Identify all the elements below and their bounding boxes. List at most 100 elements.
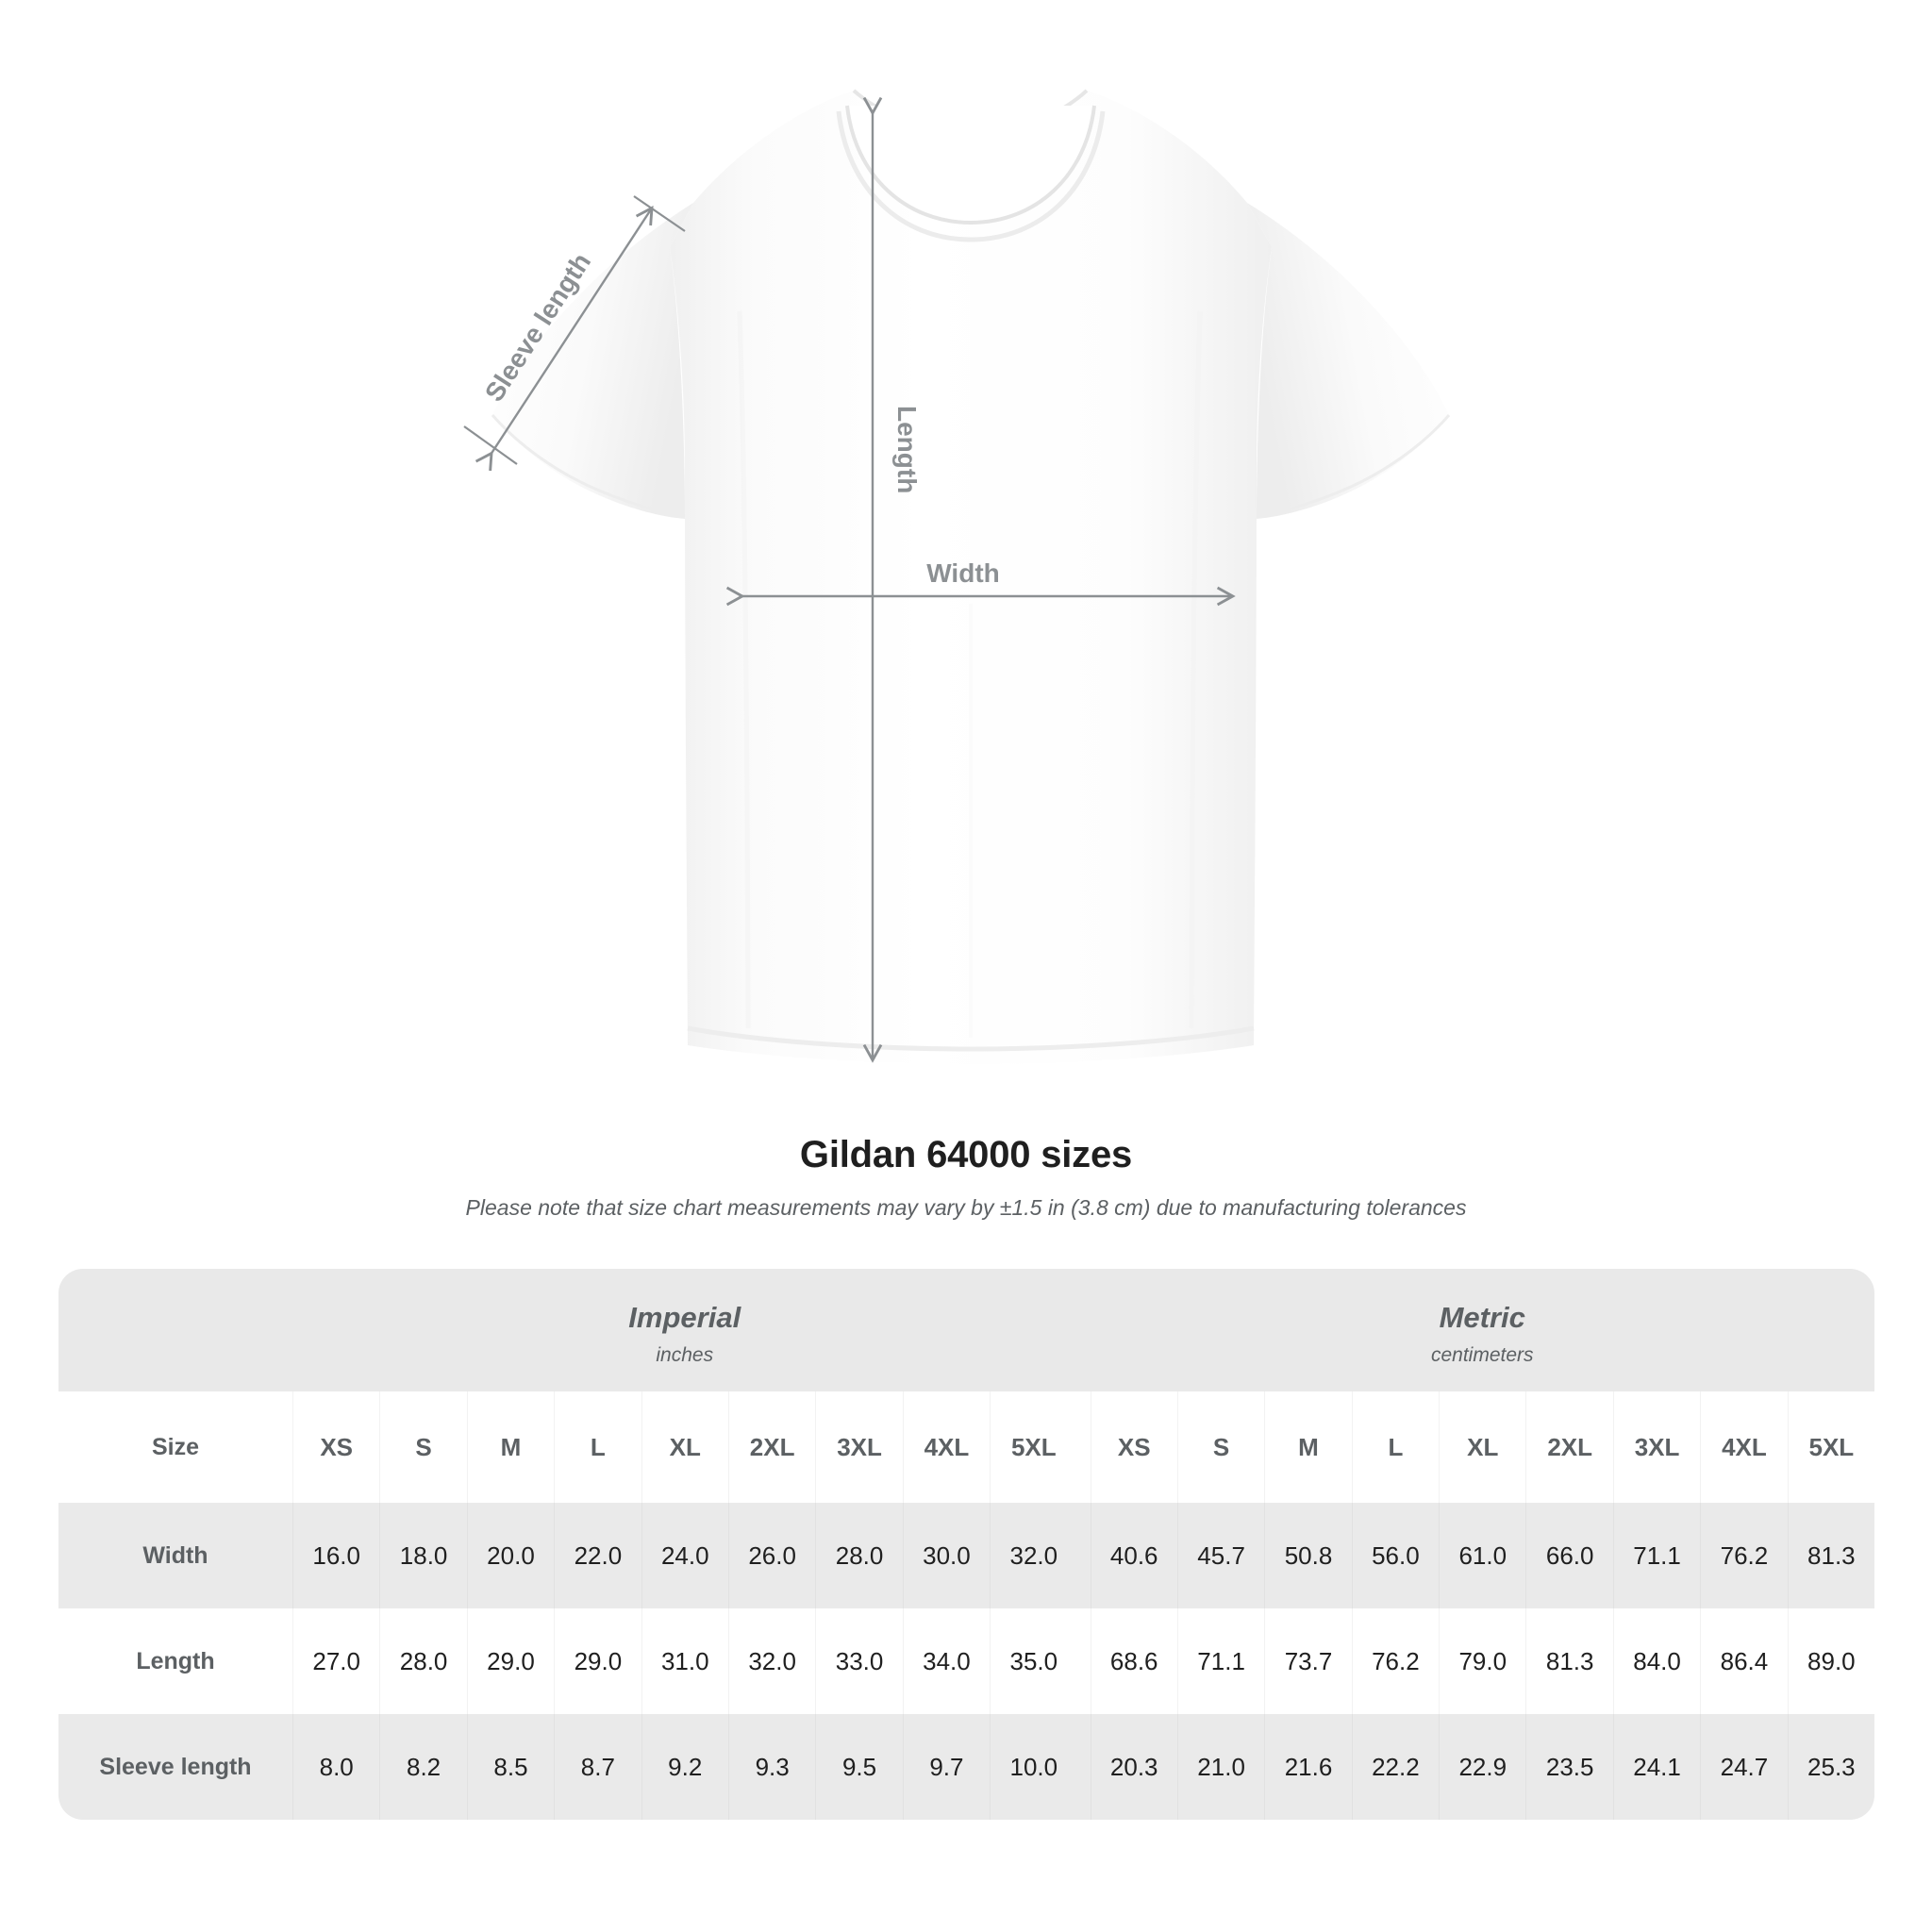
cell-imperial-sleeve-length-3xl: 9.5 <box>815 1714 902 1820</box>
cell-metric-width-l: 56.0 <box>1351 1503 1439 1608</box>
cell-metric-width-xs: 40.6 <box>1090 1503 1177 1608</box>
cell-imperial-length-xl: 31.0 <box>641 1608 728 1714</box>
cell-imperial-length-m: 29.0 <box>466 1608 554 1714</box>
row-label-length: Length <box>136 1647 215 1674</box>
cell-metric-length-m: 73.7 <box>1264 1608 1351 1714</box>
tolerance-note: Please note that size chart measurements… <box>465 1195 1467 1220</box>
table-row: Length 27.0 28.0 29.0 29.0 31.0 32.0 33.0 34.0 35… <box>58 1608 1874 1714</box>
column-header-metric-xs: XS <box>1090 1391 1177 1503</box>
cell-metric-width-xl: 61.0 <box>1439 1503 1525 1608</box>
right-sleeve <box>1247 203 1451 519</box>
hem-line <box>687 1025 1255 1052</box>
size-grid: Size XS S M L XL 2XL 3XL 4XL 5XL XS S M L XL 2XL 3XL 4XL 5… <box>58 1391 1874 1820</box>
cell-imperial-width-4xl: 30.0 <box>902 1503 990 1608</box>
cell-metric-sleeve-length-4xl: 24.7 <box>1700 1714 1787 1820</box>
cell-metric-width-4xl: 76.2 <box>1700 1503 1787 1608</box>
title-block: Gildan 64000 sizes Please note that size… <box>0 1132 1932 1223</box>
cell-metric-length-5xl: 89.0 <box>1787 1608 1874 1714</box>
cell-imperial-sleeve-length-4xl: 9.7 <box>902 1714 990 1820</box>
cell-imperial-width-2xl: 26.0 <box>727 1503 815 1608</box>
cell-imperial-sleeve-length-xl: 9.2 <box>641 1714 728 1820</box>
cell-metric-length-xs: 68.6 <box>1090 1608 1177 1714</box>
cell-imperial-length-s: 28.0 <box>379 1608 466 1714</box>
cell-imperial-sleeve-length-l: 8.7 <box>554 1714 641 1820</box>
cell-metric-sleeve-length-xs: 20.3 <box>1090 1714 1177 1820</box>
cell-imperial-sleeve-length-xs: 8.0 <box>292 1714 379 1820</box>
column-header-metric-5xl: 5XL <box>1787 1391 1874 1503</box>
cell-metric-width-5xl: 81.3 <box>1787 1503 1874 1608</box>
column-header-metric-2xl: 2XL <box>1525 1391 1612 1503</box>
sleeve-measure <box>463 195 686 472</box>
cell-metric-width-m: 50.8 <box>1264 1503 1351 1608</box>
cell-metric-sleeve-length-2xl: 23.5 <box>1525 1714 1612 1820</box>
column-header-imperial-5xl: 5XL <box>990 1391 1076 1503</box>
column-header-metric-xl: XL <box>1439 1391 1525 1503</box>
table-header-row: Size XS S M L XL 2XL 3XL 4XL 5XL XS S M L XL 2XL 3XL 4XL 5… <box>58 1391 1874 1503</box>
fabric-folds <box>737 310 1203 1038</box>
table-row: Width 16.0 18.0 20.0 22.0 24.0 26.0 28.0 30.0 32.… <box>58 1503 1874 1608</box>
cell-metric-sleeve-length-s: 21.0 <box>1176 1714 1264 1820</box>
cell-imperial-sleeve-length-m: 8.5 <box>466 1714 554 1820</box>
cell-metric-sleeve-length-3xl: 24.1 <box>1612 1714 1700 1820</box>
column-header-imperial-4xl: 4XL <box>902 1391 990 1503</box>
column-header-metric-s: S <box>1176 1391 1264 1503</box>
column-header-imperial-2xl: 2XL <box>727 1391 815 1503</box>
cell-metric-length-xl: 79.0 <box>1439 1608 1525 1714</box>
cell-imperial-width-xl: 24.0 <box>641 1503 728 1608</box>
unit-system-metric-unit: centimeters <box>1430 1343 1534 1366</box>
cell-imperial-width-3xl: 28.0 <box>815 1503 902 1608</box>
system-divider <box>1076 1714 1091 1820</box>
cell-imperial-length-2xl: 32.0 <box>727 1608 815 1714</box>
table-row: Sleeve length 8.0 8.2 8.5 8.7 9.2 9.3 9.5 9.7 10.… <box>58 1714 1874 1820</box>
cell-imperial-width-xs: 16.0 <box>292 1503 379 1608</box>
cell-imperial-width-s: 18.0 <box>379 1503 466 1608</box>
cell-metric-sleeve-length-l: 22.2 <box>1351 1714 1439 1820</box>
column-header-imperial-l: L <box>554 1391 641 1503</box>
banner-divider <box>1077 1269 1091 1391</box>
width-label: Width <box>926 558 1000 588</box>
cell-imperial-length-4xl: 34.0 <box>902 1608 990 1714</box>
cell-metric-sleeve-length-xl: 22.9 <box>1439 1714 1525 1820</box>
cell-metric-length-4xl: 86.4 <box>1700 1608 1787 1714</box>
unit-system-imperial: Imperial inches <box>292 1269 1077 1391</box>
garment-body <box>670 91 1272 1064</box>
header-size-label: Size <box>151 1433 200 1460</box>
column-header-imperial-xs: XS <box>292 1391 379 1503</box>
cell-metric-length-s: 71.1 <box>1176 1608 1264 1714</box>
system-divider <box>1076 1503 1091 1608</box>
cell-metric-width-3xl: 71.1 <box>1612 1503 1700 1608</box>
cell-imperial-length-xs: 27.0 <box>292 1608 379 1714</box>
cell-imperial-width-5xl: 32.0 <box>990 1503 1076 1608</box>
unit-system-metric: Metric centimeters <box>1091 1269 1875 1391</box>
column-header-metric-l: L <box>1351 1391 1439 1503</box>
row-label-width: Width <box>142 1541 208 1569</box>
cell-metric-width-s: 45.7 <box>1176 1503 1264 1608</box>
system-divider <box>1077 1391 1091 1503</box>
column-header-metric-4xl: 4XL <box>1700 1391 1787 1503</box>
cell-imperial-length-l: 29.0 <box>554 1608 641 1714</box>
cell-imperial-length-5xl: 35.0 <box>990 1608 1076 1714</box>
column-header-imperial-m: M <box>466 1391 554 1503</box>
page-title: Gildan 64000 sizes <box>799 1134 1133 1175</box>
column-header-metric-m: M <box>1264 1391 1351 1503</box>
unit-system-banner: Imperial inches Metric centimeters <box>58 1269 1874 1391</box>
column-header-metric-3xl: 3XL <box>1612 1391 1700 1503</box>
tshirt-diagram: Length Width Sleeve length <box>463 89 1451 1064</box>
unit-system-imperial-name: Imperial <box>628 1301 741 1335</box>
system-divider <box>1077 1608 1091 1714</box>
cell-imperial-sleeve-length-5xl: 10.0 <box>990 1714 1076 1820</box>
column-header-imperial-xl: XL <box>641 1391 728 1503</box>
cell-imperial-sleeve-length-2xl: 9.3 <box>727 1714 815 1820</box>
row-label-sleeve-length: Sleeve length <box>99 1753 252 1780</box>
banner-corner-spacer <box>58 1269 292 1391</box>
size-table: Imperial inches Metric centimeters Size X… <box>58 1269 1874 1820</box>
cell-metric-length-3xl: 84.0 <box>1612 1608 1700 1714</box>
tshirt-illustration: Length Width Sleeve length <box>463 89 1451 1064</box>
cell-imperial-length-3xl: 33.0 <box>815 1608 902 1714</box>
length-label: Length <box>892 406 922 493</box>
unit-system-metric-name: Metric <box>1439 1301 1525 1335</box>
cell-imperial-width-m: 20.0 <box>466 1503 554 1608</box>
cell-metric-sleeve-length-5xl: 25.3 <box>1787 1714 1874 1820</box>
cell-metric-length-l: 76.2 <box>1351 1608 1439 1714</box>
